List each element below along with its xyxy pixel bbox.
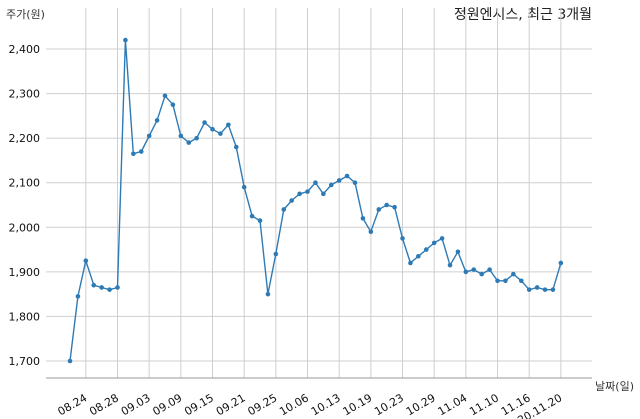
x-tick-label: 09.21 bbox=[214, 391, 248, 418]
data-point bbox=[360, 216, 366, 221]
data-point bbox=[281, 207, 287, 212]
data-point bbox=[518, 278, 524, 284]
y-tick-label: 2,100 bbox=[9, 177, 41, 190]
data-point bbox=[542, 287, 548, 292]
data-point bbox=[218, 131, 223, 136]
data-point bbox=[336, 178, 342, 183]
x-tick-label: 10.06 bbox=[277, 391, 311, 418]
y-tick-labels: 1,700 1,800 1,900 2,000 2,100 2,200 2,300 2,400 bbox=[9, 43, 41, 368]
x-tick-label: 08.28 bbox=[87, 391, 121, 418]
data-point bbox=[91, 282, 97, 288]
data-point bbox=[186, 140, 192, 145]
data-point bbox=[463, 269, 469, 275]
data-point bbox=[289, 198, 294, 203]
y-tick-label: 1,800 bbox=[9, 310, 41, 323]
data-point bbox=[416, 253, 421, 259]
data-point bbox=[423, 247, 429, 252]
data-point bbox=[313, 180, 318, 186]
data-point bbox=[321, 191, 326, 197]
x-tick-label: 09.15 bbox=[182, 391, 216, 418]
x-tick-label: 10.29 bbox=[404, 391, 438, 418]
x-tick-label: 11.10 bbox=[467, 391, 501, 418]
data-point bbox=[431, 240, 437, 246]
data-point bbox=[408, 260, 413, 266]
x-tick-label: 09.25 bbox=[246, 391, 280, 418]
data-point bbox=[162, 93, 168, 99]
data-point bbox=[123, 37, 128, 43]
y-tick-label: 1,900 bbox=[9, 266, 41, 279]
data-point bbox=[439, 236, 445, 241]
y-tick-label: 2,000 bbox=[9, 221, 41, 234]
data-point bbox=[550, 287, 556, 292]
x-tick-label: 10.13 bbox=[309, 391, 343, 418]
data-point bbox=[471, 267, 477, 272]
x-tick-label: 10.19 bbox=[341, 391, 375, 418]
data-point bbox=[344, 173, 350, 179]
data-point bbox=[376, 207, 382, 212]
y-tick-label: 2,400 bbox=[9, 43, 41, 56]
data-point bbox=[257, 218, 263, 223]
x-tick-label: 11.04 bbox=[436, 391, 470, 418]
data-point bbox=[170, 102, 176, 108]
y-tick-label: 2,200 bbox=[9, 132, 41, 145]
data-point bbox=[83, 258, 89, 264]
data-point bbox=[511, 271, 516, 277]
data-point bbox=[526, 287, 532, 292]
data-point bbox=[241, 184, 247, 190]
data-point bbox=[503, 278, 508, 284]
data-point bbox=[202, 120, 207, 125]
data-point bbox=[495, 278, 500, 284]
grid bbox=[46, 8, 592, 378]
data-point bbox=[178, 133, 184, 139]
data-point bbox=[558, 260, 564, 266]
chart-title: 정원엔시스, 최근 3개월 bbox=[453, 7, 592, 23]
data-point bbox=[479, 271, 484, 277]
x-tick-labels: 08.2408.2809.0309.0909.1509.2109.2510.06… bbox=[56, 391, 565, 419]
data-point bbox=[107, 287, 112, 292]
data-point bbox=[328, 182, 334, 188]
y-axis-label: 주가(원) bbox=[6, 8, 45, 21]
data-point bbox=[210, 126, 215, 132]
data-point bbox=[368, 229, 374, 235]
data-point bbox=[273, 251, 279, 257]
data-point bbox=[67, 358, 73, 364]
data-point bbox=[75, 294, 81, 299]
data-point bbox=[297, 191, 302, 197]
x-tick-label: 09.03 bbox=[119, 391, 153, 418]
data-point bbox=[487, 267, 492, 272]
x-tick-label: 08.24 bbox=[56, 391, 90, 418]
data-point bbox=[249, 213, 255, 219]
data-point bbox=[194, 135, 199, 141]
data-point bbox=[265, 291, 271, 297]
y-tick-label: 1,700 bbox=[9, 355, 41, 368]
data-point bbox=[534, 285, 540, 290]
data-point bbox=[455, 249, 461, 255]
series-points bbox=[67, 37, 564, 364]
data-point bbox=[115, 285, 120, 290]
series-line bbox=[69, 39, 562, 362]
data-point bbox=[392, 204, 397, 210]
data-point bbox=[305, 189, 310, 194]
data-point bbox=[352, 180, 358, 186]
x-axis-label: 날짜(일) bbox=[595, 380, 634, 393]
data-point bbox=[447, 262, 453, 268]
data-point bbox=[146, 133, 152, 139]
data-point bbox=[233, 144, 239, 150]
x-tick-label: 10.23 bbox=[372, 391, 406, 418]
data-point bbox=[226, 122, 231, 128]
data-point bbox=[400, 236, 405, 241]
data-point bbox=[384, 202, 389, 208]
data-point bbox=[131, 151, 136, 157]
x-tick-label: 09.09 bbox=[151, 391, 185, 418]
y-tick-label: 2,300 bbox=[9, 88, 41, 101]
data-point bbox=[154, 118, 160, 123]
series-line bbox=[69, 39, 562, 362]
data-point bbox=[99, 285, 104, 290]
data-point bbox=[138, 149, 144, 154]
